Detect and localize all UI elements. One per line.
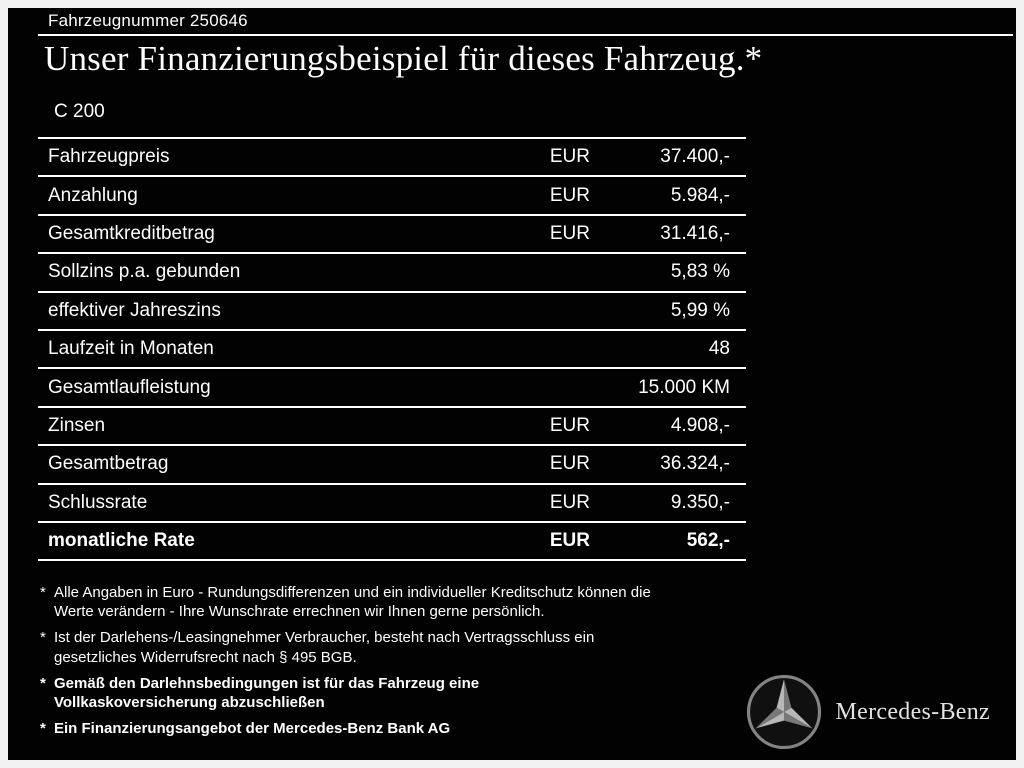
row-value: 562,- <box>686 530 730 552</box>
row-value: 31.416,- <box>660 222 730 244</box>
footnote-marker: * <box>40 720 46 738</box>
footnote-line: Werte verändern - Ihre Wunschrate errech… <box>54 603 545 621</box>
finance-table: Fahrzeugpreis EUR 37.400,- Anzahlung EUR… <box>38 137 746 562</box>
table-row-effektiver-jahreszins: effektiver Jahreszins 5,99 % <box>38 290 746 329</box>
footnote-text: Gemäß den Darlehnsbedingungen ist für da… <box>54 674 479 712</box>
row-value: 4.908,- <box>670 414 730 436</box>
row-value: 5,83 % <box>670 261 730 283</box>
row-currency: EUR <box>549 146 590 168</box>
footnote-line: gesetzliches Widerrufsrecht nach § 495 B… <box>54 648 357 666</box>
row-label: Schlussrate <box>48 491 148 513</box>
table-row-gesamtbetrag: Gesamtbetrag EUR 36.324,- <box>38 444 746 482</box>
row-label: Zinsen <box>48 414 106 436</box>
footnote-text: Ein Finanzierungsangebot der Mercedes-Be… <box>54 719 450 738</box>
row-label: Gesamtkreditbetrag <box>48 222 215 244</box>
footnote-marker: * <box>40 584 46 601</box>
vehicle-model: C 200 <box>54 101 105 122</box>
footnote-line: Vollkaskoversicherung abzuschließen <box>54 693 325 711</box>
row-currency: EUR <box>549 530 590 552</box>
mercedes-star-icon <box>746 674 821 750</box>
footnote-vollkasko: * Gemäß den Darlehnsbedingungen ist für … <box>40 674 760 712</box>
row-currency: EUR <box>549 222 590 244</box>
footnote-text: Ist der Darlehens-/Leasingnehmer Verbrau… <box>54 628 594 666</box>
finance-example-slide: Fahrzeugnummer 250646 Unser Finanzierung… <box>8 8 1016 760</box>
table-row-laufzeit: Laufzeit in Monaten 48 <box>38 328 746 367</box>
row-label: Sollzins p.a. gebunden <box>48 261 241 283</box>
row-value: 5,99 % <box>670 299 730 321</box>
table-row-gesamtkreditbetrag: Gesamtkreditbetrag EUR 31.416,- <box>38 213 746 252</box>
header-divider <box>38 34 1013 36</box>
row-value: 37.400,- <box>660 146 730 168</box>
brand-wordmark: Mercedes-Benz <box>835 698 990 725</box>
table-row-zinsen: Zinsen EUR 4.908,- <box>38 405 746 444</box>
row-currency: EUR <box>549 184 590 206</box>
row-currency: EUR <box>549 491 590 513</box>
row-label: Anzahlung <box>48 184 138 206</box>
table-row-fahrzeugpreis: Fahrzeugpreis EUR 37.400,- <box>38 137 746 175</box>
footnote-widerrufsrecht: * Ist der Darlehens-/Leasingnehmer Verbr… <box>40 628 760 666</box>
row-label: effektiver Jahreszins <box>48 299 221 321</box>
table-row-sollzins: Sollzins p.a. gebunden 5,83 % <box>38 252 746 290</box>
row-label: Fahrzeugpreis <box>48 146 170 168</box>
row-label: Gesamtlaufleistung <box>48 376 211 398</box>
row-label: Gesamtbetrag <box>48 453 169 475</box>
table-row-schlussrate: Schlussrate EUR 9.350,- <box>38 482 746 521</box>
footnote-line: Ist der Darlehens-/Leasingnehmer Verbrau… <box>54 629 595 647</box>
row-currency: EUR <box>549 453 590 475</box>
footnote-marker: * <box>40 674 46 692</box>
footnote-line: Alle Angaben in Euro - Rundungsdifferenz… <box>54 584 651 601</box>
row-value: 9.350,- <box>670 491 730 513</box>
footnote-line: Ein Finanzierungsangebot der Mercedes-Be… <box>54 720 451 738</box>
vehicle-number: Fahrzeugnummer 250646 <box>48 11 248 30</box>
row-value: 15.000 KM <box>638 376 730 398</box>
row-label: monatliche Rate <box>48 530 195 552</box>
row-label: Laufzeit in Monaten <box>48 338 214 360</box>
row-value: 5.984,- <box>670 184 730 206</box>
page-title: Unser Finanzierungsbeispiel für dieses F… <box>44 39 763 78</box>
brand-area: Mercedes-Benz <box>745 673 991 751</box>
row-currency: EUR <box>549 414 590 436</box>
row-value: 48 <box>708 338 730 360</box>
table-row-anzahlung: Anzahlung EUR 5.984,- <box>38 175 746 213</box>
footnote-text: Alle Angaben in Euro - Rundungsdifferenz… <box>54 583 651 621</box>
footnotes: * Alle Angaben in Euro - Rundungsdiffere… <box>40 583 760 738</box>
footnote-bank-ag: * Ein Finanzierungsangebot der Mercedes-… <box>40 719 760 738</box>
table-row-monatliche-rate: monatliche Rate EUR 562,- <box>38 520 746 559</box>
footnote-line: Gemäß den Darlehnsbedingungen ist für da… <box>54 674 480 692</box>
table-row-gesamtlaufleistung: Gesamtlaufleistung 15.000 KM <box>38 367 746 405</box>
footnote-marker: * <box>40 629 46 647</box>
footnote-rounding: * Alle Angaben in Euro - Rundungsdiffere… <box>40 583 760 621</box>
row-value: 36.324,- <box>660 453 730 475</box>
